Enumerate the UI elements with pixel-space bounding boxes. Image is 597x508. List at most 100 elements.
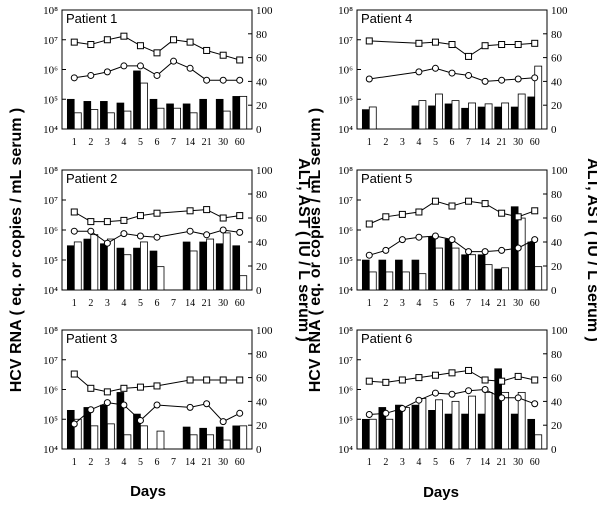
x-tick-label: 4	[416, 457, 421, 468]
square-marker	[87, 384, 95, 392]
circle-marker	[87, 406, 95, 414]
square-marker	[136, 42, 144, 50]
hcv-rna-bar-black	[149, 98, 158, 130]
hcv-rna-bar-white	[140, 82, 148, 130]
hcv-rna-bar-black	[100, 101, 108, 130]
square-marker	[70, 208, 78, 216]
x-tick-label: 6	[450, 137, 455, 148]
hcv-rna-bar-white	[140, 241, 148, 291]
panel-2: 10⁴ 10⁵ 10⁶ 10⁷ 10⁸ 0 20 40 60 80 100 Patient 4 1 2 3 4…	[338, 5, 568, 148]
hcv-rna-bar-black	[510, 413, 519, 450]
circle-marker	[382, 409, 390, 417]
right-tick-label: 60	[551, 213, 563, 225]
square-marker	[120, 32, 128, 40]
left-axis-label-left: HCV RNA ( eq. or copies / mL serum )	[8, 108, 25, 393]
circle-marker	[514, 244, 522, 252]
hcv-rna-bar-white	[106, 238, 115, 291]
square-marker	[448, 202, 456, 210]
hcv-rna-bar-white	[123, 254, 132, 291]
x-tick-label: 7	[466, 457, 471, 468]
right-tick-label: 100	[256, 325, 273, 337]
hcv-rna-bar-white	[106, 112, 115, 130]
hcv-rna-bar-black	[232, 96, 241, 130]
right-tick-label: 20	[551, 420, 563, 432]
circle-marker	[382, 246, 390, 254]
hcv-rna-bar-black	[494, 268, 502, 291]
hcv-rna-bar-white	[156, 107, 165, 130]
hcv-rna-bar-black	[395, 259, 403, 291]
hcv-rna-bar-black	[444, 238, 453, 291]
left-tick-label: 10⁵	[43, 255, 58, 267]
x-tick-label: 1	[72, 298, 77, 309]
x-tick-label: 4	[416, 298, 421, 309]
circle-marker	[431, 389, 439, 397]
x-tick-label: 6	[155, 137, 160, 148]
square-marker	[103, 388, 111, 396]
circle-marker	[514, 75, 522, 83]
panel-title: Patient 6	[361, 331, 412, 346]
hcv-rna-bar-white	[468, 254, 476, 291]
x-tick-label: 7	[171, 298, 176, 309]
square-series-line	[73, 373, 240, 393]
x-tick-label: 60	[530, 298, 540, 309]
circle-marker	[136, 416, 144, 424]
circle-series-line	[74, 229, 240, 244]
circle-marker	[219, 226, 227, 234]
left-tick-label: 10⁴	[43, 285, 58, 297]
square-marker	[219, 51, 227, 59]
circle-marker	[531, 74, 539, 82]
right-tick-label: 60	[256, 373, 268, 385]
hcv-rna-bar-white	[435, 93, 443, 130]
hcv-rna-bar-black	[378, 259, 387, 291]
hcv-rna-bar-black	[361, 109, 370, 130]
circle-marker	[415, 233, 423, 241]
hcv-rna-bar-white	[90, 425, 99, 450]
x-tick-label: 2	[88, 457, 93, 468]
hcv-rna-bar-black	[66, 98, 75, 130]
hcv-rna-bar-white	[239, 425, 248, 450]
x-tick-label: 30	[513, 298, 523, 309]
left-tick-label: 10⁴	[43, 124, 58, 136]
right-tick-label: 80	[256, 189, 268, 201]
hcv-rna-bar-white	[484, 264, 493, 291]
x-tick-label: 4	[121, 298, 126, 309]
hcv-rna-bar-white	[73, 112, 82, 130]
x-tick-label: 60	[530, 457, 540, 468]
right-tick-label: 0	[551, 444, 557, 456]
square-marker	[136, 212, 144, 220]
hcv-rna-bar-black	[133, 247, 141, 291]
hcv-rna-bar-black	[83, 238, 92, 291]
hcv-rna-bar-black	[444, 103, 453, 130]
x-tick-label: 21	[202, 298, 212, 309]
panel-1: 10⁴ 10⁵ 10⁶ 10⁷ 10⁸ 0 20 40 60 80 100 Patient 1 1 2 3 4…	[43, 5, 273, 148]
circle-marker	[465, 248, 473, 256]
right-tick-label: 40	[551, 76, 563, 88]
square-marker	[465, 366, 473, 374]
hcv-rna-bar-white	[451, 400, 460, 450]
left-tick-label: 10⁴	[338, 285, 353, 297]
hcv-rna-bar-white	[451, 100, 460, 130]
left-tick-label: 10⁸	[43, 325, 58, 337]
left-tick-label: 10⁴	[43, 444, 58, 456]
panel-title: Patient 1	[66, 11, 117, 26]
hcv-rna-bar-black	[428, 105, 436, 130]
circle-marker	[186, 64, 194, 72]
circle-marker	[153, 71, 161, 79]
hcv-rna-bar-white	[401, 407, 410, 450]
square-marker	[415, 208, 423, 216]
hcv-rna-bar-black	[66, 245, 75, 291]
x-tick-label: 1	[367, 457, 372, 468]
circle-marker	[465, 71, 473, 79]
x-tick-label: 60	[235, 298, 245, 309]
right-tick-label: 100	[551, 325, 568, 337]
hcv-rna-bar-white	[484, 103, 493, 130]
hcv-rna-bar-white	[534, 266, 543, 291]
hcv-rna-bar-black	[461, 254, 469, 291]
hcv-rna-bar-white	[222, 232, 231, 291]
square-marker	[498, 377, 506, 385]
x-tick-label: 2	[383, 298, 388, 309]
left-tick-label: 10⁸	[43, 165, 58, 177]
x-tick-label: 60	[235, 137, 245, 148]
left-tick-label: 10⁴	[338, 124, 353, 136]
x-tick-label: 3	[400, 298, 405, 309]
